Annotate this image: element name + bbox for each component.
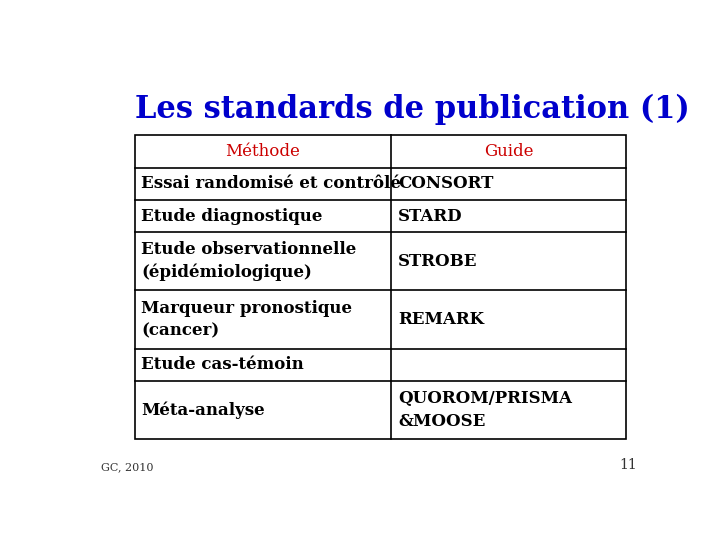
Text: QUOROM/PRISMA
&MOOSE: QUOROM/PRISMA &MOOSE <box>398 390 572 429</box>
Text: Guide: Guide <box>484 143 534 160</box>
Text: REMARK: REMARK <box>398 311 484 328</box>
Text: GC, 2010: GC, 2010 <box>101 462 153 472</box>
Text: Etude diagnostique: Etude diagnostique <box>141 208 323 225</box>
Bar <box>135 136 626 439</box>
Text: CONSORT: CONSORT <box>398 176 493 192</box>
Text: STROBE: STROBE <box>398 253 477 270</box>
Text: STARD: STARD <box>398 208 463 225</box>
Text: Etude cas-témoin: Etude cas-témoin <box>141 356 304 373</box>
Text: Les standards de publication (1): Les standards de publication (1) <box>135 94 689 125</box>
Text: Etude observationnelle
(épidémiologique): Etude observationnelle (épidémiologique) <box>141 241 356 281</box>
Text: Méta-analyse: Méta-analyse <box>141 401 265 418</box>
Text: 11: 11 <box>619 458 637 472</box>
Text: Méthode: Méthode <box>225 143 300 160</box>
Text: Essai randomisé et contrôlé: Essai randomisé et contrôlé <box>141 176 401 192</box>
Text: Marqueur pronostique
(cancer): Marqueur pronostique (cancer) <box>141 300 352 339</box>
